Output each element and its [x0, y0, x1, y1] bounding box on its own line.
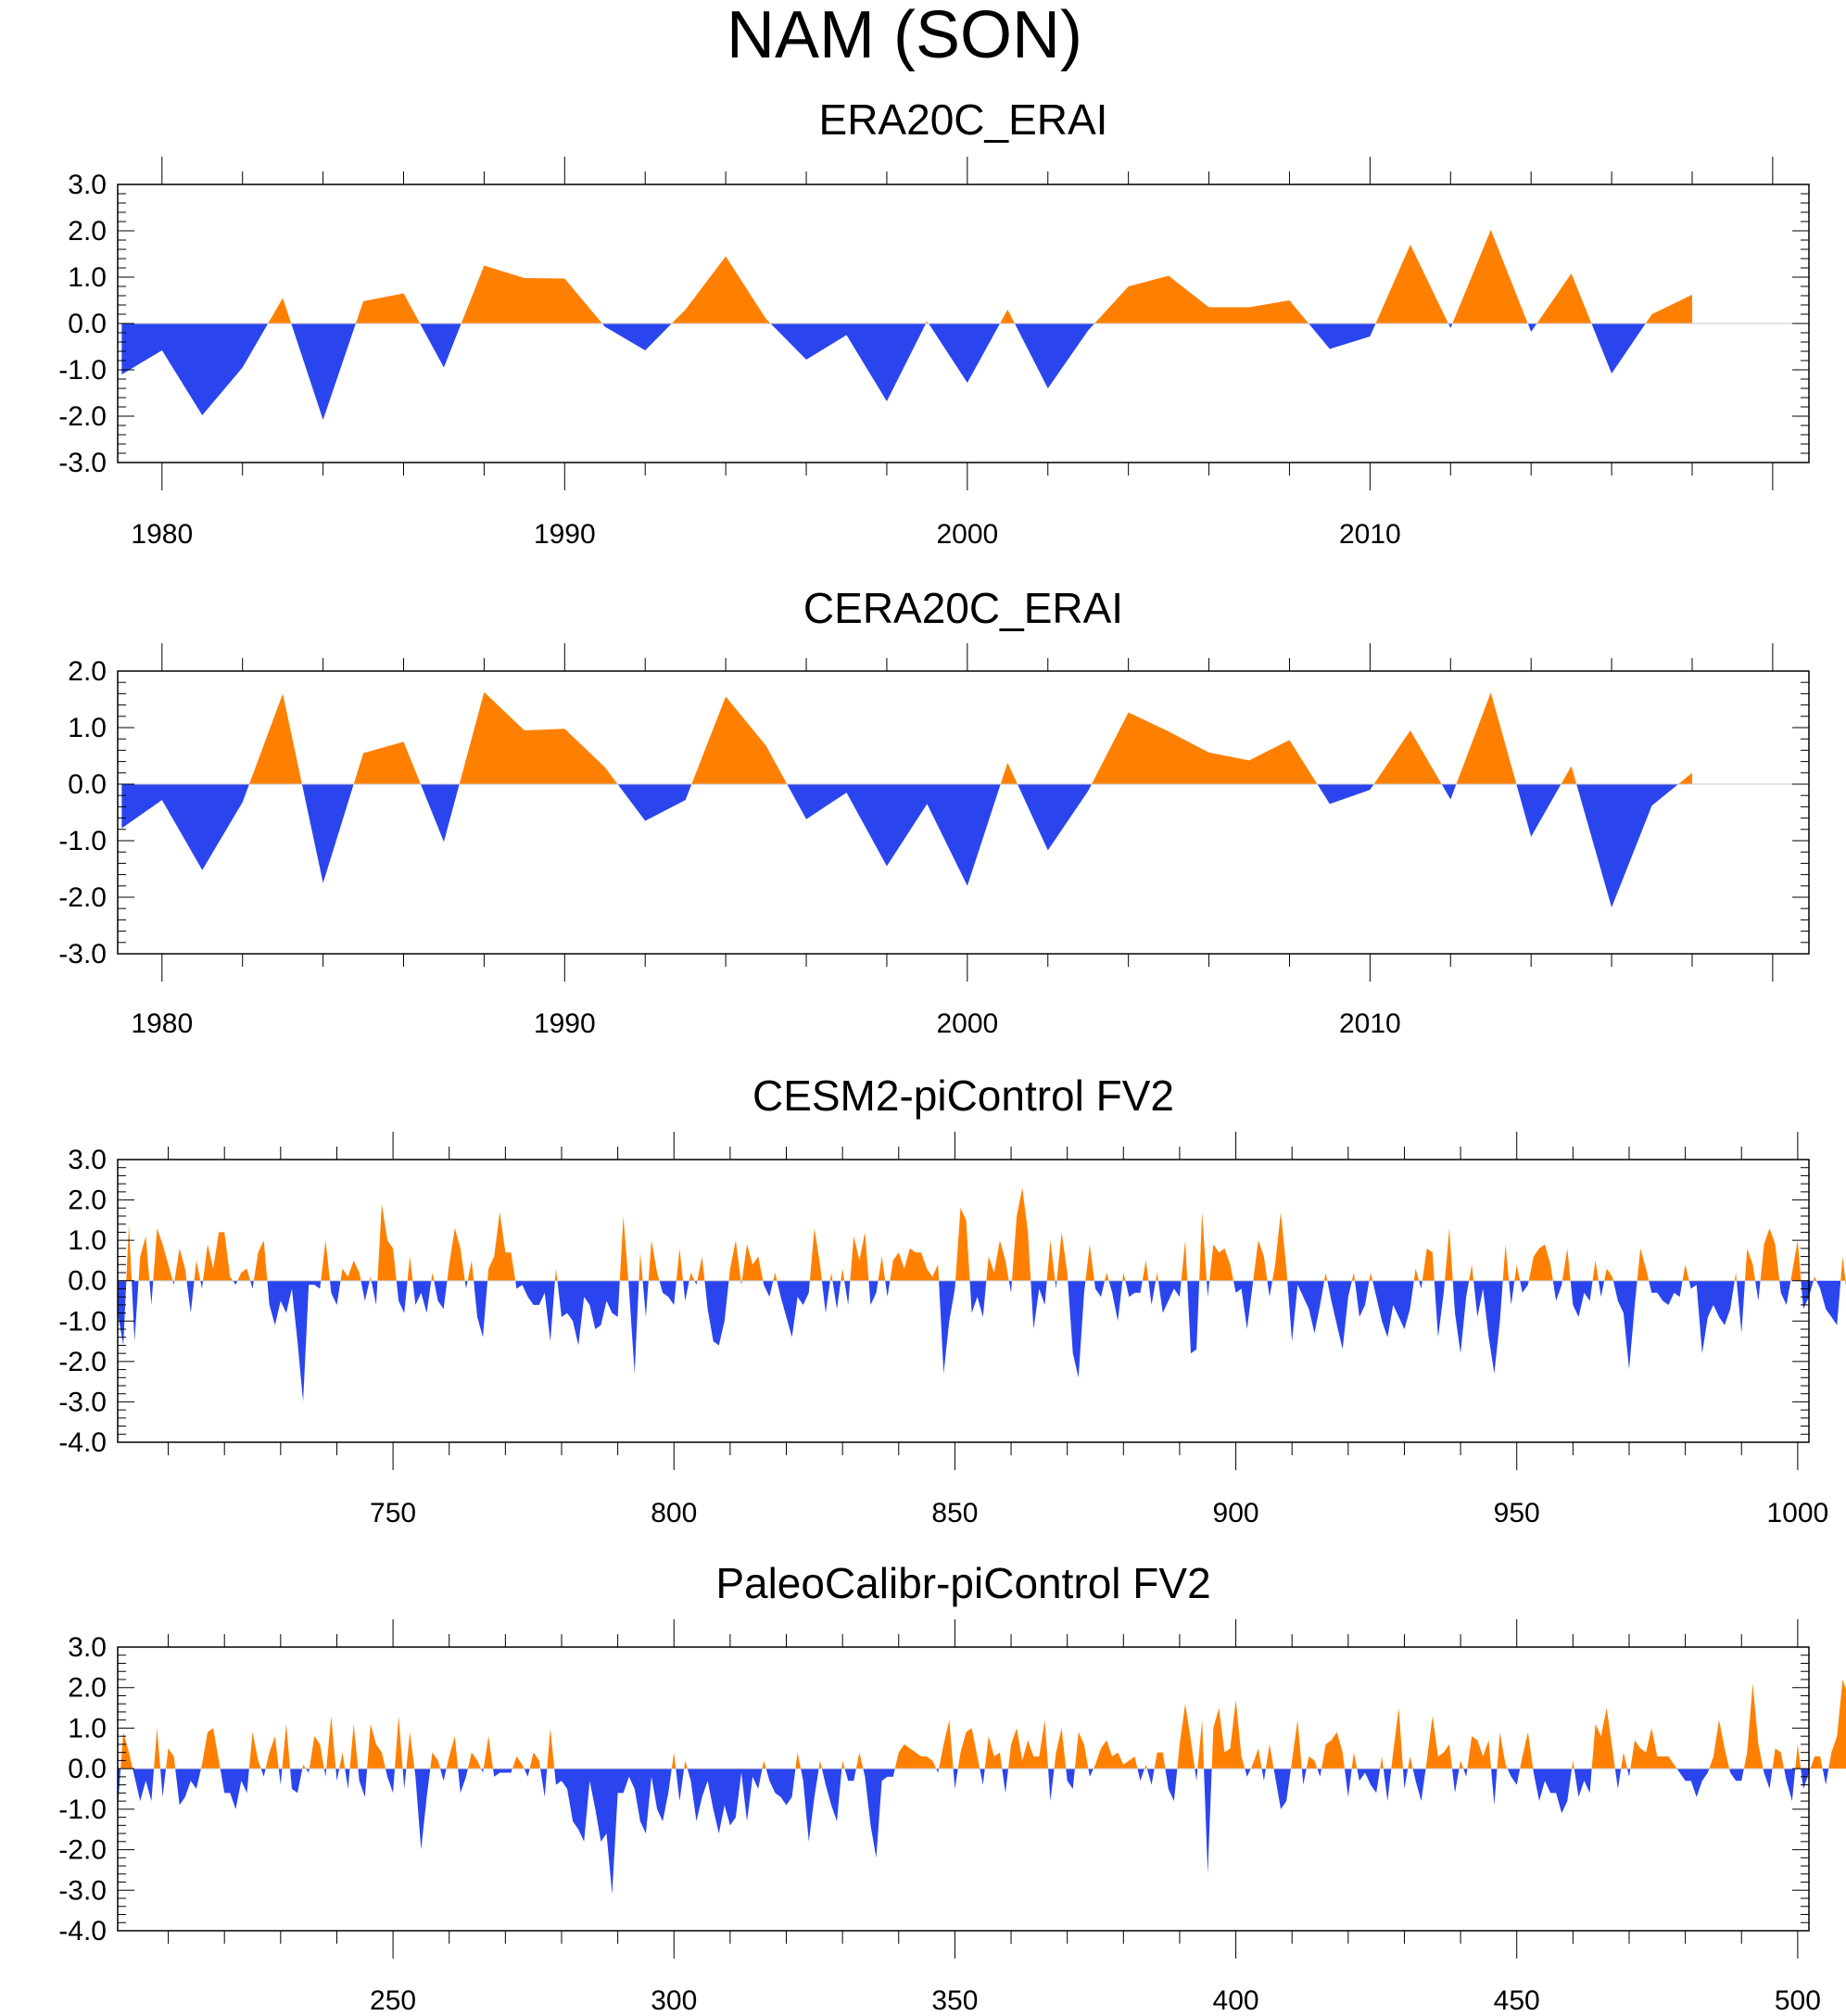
plot-frame	[117, 670, 1810, 955]
y-tick-label: -2.0	[58, 1835, 107, 1866]
y-tick-label: 2.0	[68, 1186, 107, 1216]
y-tick-label: -1.0	[58, 1794, 107, 1825]
y-tick-label: 1.0	[68, 713, 107, 743]
y-tick-label: -2.0	[58, 401, 107, 432]
x-tick-label: 1000	[1766, 1498, 1828, 1528]
x-tick-label: 800	[651, 1498, 697, 1528]
y-tick-label: 2.0	[68, 216, 107, 247]
figure-title: NAM (SON)	[727, 0, 1082, 72]
y-tick-label: -3.0	[58, 1387, 107, 1417]
panel-title: CERA20C_ERAI	[803, 584, 1123, 632]
x-tick-label: 950	[1494, 1498, 1540, 1528]
x-tick-label: 2000	[936, 1008, 998, 1039]
y-tick-label: 2.0	[68, 1673, 107, 1704]
x-tick-label: 450	[1494, 1985, 1540, 2016]
x-tick-label: 1990	[534, 519, 596, 550]
y-tick-label: 2.0	[68, 656, 107, 687]
y-tick-label: 1.0	[68, 1713, 107, 1743]
y-tick-label: 1.0	[68, 262, 107, 293]
chart-panel-1: ERA20C_ERAI -3.0 -2.0 -1.0 0.0 1.0 2.0 3.0 1980 1…	[58, 95, 1810, 550]
x-tick-label: 300	[651, 1985, 697, 2016]
positive-area-series	[118, 1679, 1846, 1769]
x-tick-label: 750	[370, 1498, 416, 1528]
plot-frame	[117, 1159, 1810, 1443]
y-tick-label: 3.0	[68, 1145, 107, 1175]
chart-panel-4: PaleoCalibr-piControl FV2 -4.0 -3.0 -2.0 -1.…	[58, 1559, 1846, 2016]
x-tick-label: 2000	[936, 519, 998, 550]
y-tick-label: 3.0	[68, 170, 107, 200]
y-tick-label: -2.0	[58, 1347, 107, 1377]
x-tick-label: 350	[931, 1985, 978, 2016]
x-tick-label: 850	[931, 1498, 978, 1528]
chart-panel-2: CERA20C_ERAI -3.0 -2.0 -1.0 0.0 1.0 2.0 1980 199…	[58, 584, 1810, 1039]
negative-area-series	[118, 1769, 1846, 1895]
panel-title: CESM2-piControl FV2	[752, 1071, 1174, 1120]
positive-area-series	[121, 691, 1692, 784]
y-tick-label: 0.0	[68, 1266, 107, 1297]
positive-area-series	[118, 1187, 1846, 1281]
x-tick-label: 250	[370, 1985, 416, 2016]
panel-title: PaleoCalibr-piControl FV2	[715, 1559, 1210, 1607]
data-points	[118, 1680, 1846, 1902]
y-tick-label: 0.0	[68, 1754, 107, 1784]
x-tick-label: 2010	[1339, 1008, 1401, 1039]
plot-area	[118, 1679, 1846, 1902]
plot-area	[121, 230, 1692, 420]
y-tick-label: -3.0	[58, 1875, 107, 1906]
y-tick-label: -2.0	[58, 882, 107, 913]
positive-area-series	[121, 230, 1692, 323]
x-tick-label: 2010	[1339, 519, 1401, 550]
y-tick-label: 1.0	[68, 1225, 107, 1256]
y-tick-label: 0.0	[68, 309, 107, 339]
y-tick-label: -1.0	[58, 1306, 107, 1337]
panel-title: ERA20C_ERAI	[819, 95, 1108, 144]
y-tick-label: -1.0	[58, 355, 107, 386]
x-tick-label: 1990	[534, 1008, 596, 1039]
y-tick-label: -4.0	[58, 1916, 107, 1946]
x-tick-label: 900	[1213, 1498, 1259, 1528]
y-tick-label: 0.0	[68, 769, 107, 800]
x-tick-label: 400	[1213, 1985, 1259, 2016]
plot-area	[118, 1187, 1846, 1402]
x-tick-label: 1980	[131, 519, 193, 550]
x-tick-label: 500	[1775, 1985, 1821, 2016]
x-tick-label: 1980	[131, 1008, 193, 1039]
negative-area-series	[118, 1280, 1846, 1402]
plot-frame	[117, 1646, 1810, 1932]
y-tick-label: -3.0	[58, 939, 107, 970]
negative-area-series	[121, 784, 1692, 907]
y-tick-label: -4.0	[58, 1427, 107, 1458]
negative-area-series	[121, 323, 1692, 420]
y-tick-label: -1.0	[58, 826, 107, 856]
chart-panel-3: CESM2-piControl FV2 -4.0 -3.0 -2.0 -1.0 0.0 1.…	[58, 1071, 1846, 1528]
plot-area	[121, 691, 1692, 907]
y-tick-label: 3.0	[68, 1632, 107, 1663]
y-tick-label: -3.0	[58, 448, 107, 478]
